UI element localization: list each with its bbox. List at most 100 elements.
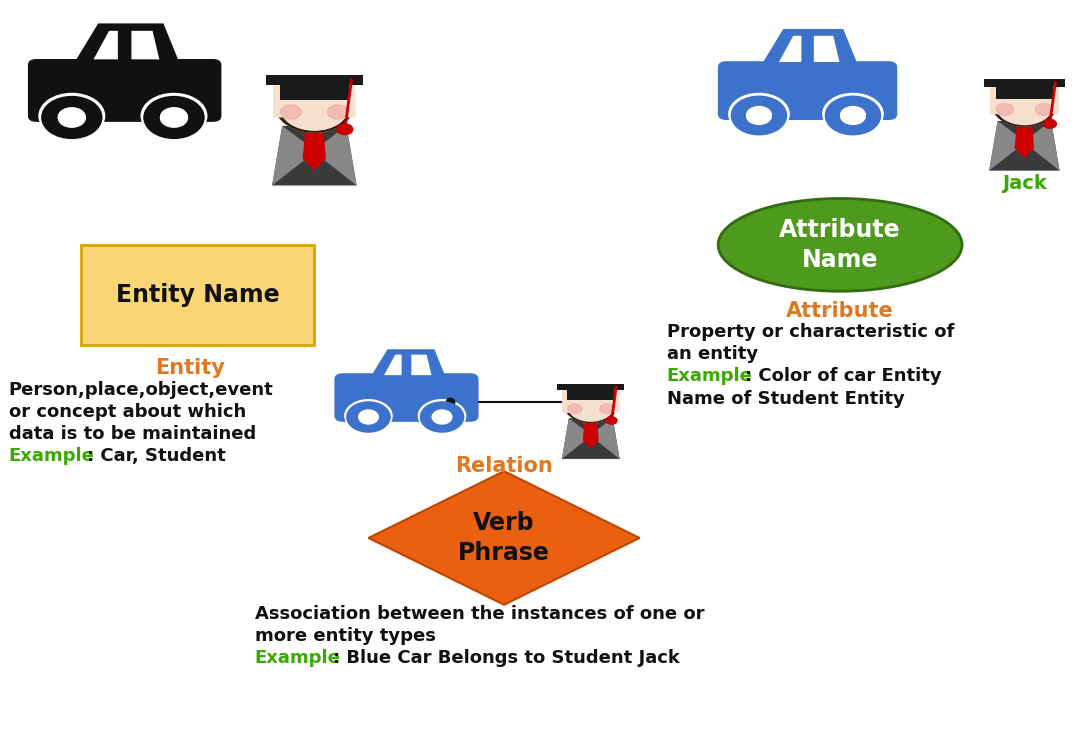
Circle shape <box>568 403 582 413</box>
Line: 2 pts: 2 pts <box>611 387 616 421</box>
Polygon shape <box>72 24 181 67</box>
Circle shape <box>823 93 883 135</box>
Text: Example: Example <box>9 447 94 465</box>
Circle shape <box>59 108 86 126</box>
Ellipse shape <box>718 198 963 291</box>
Point <box>1048 79 1061 88</box>
Polygon shape <box>272 126 357 186</box>
Circle shape <box>568 404 582 413</box>
Polygon shape <box>369 349 447 381</box>
Circle shape <box>564 386 618 422</box>
Circle shape <box>732 97 786 135</box>
FancyBboxPatch shape <box>567 390 615 400</box>
Circle shape <box>1035 103 1053 116</box>
Circle shape <box>347 402 390 431</box>
Text: Relation: Relation <box>455 456 553 476</box>
Circle shape <box>418 400 466 432</box>
FancyBboxPatch shape <box>984 79 1064 88</box>
Polygon shape <box>302 129 326 171</box>
FancyBboxPatch shape <box>996 88 1053 99</box>
Point <box>609 383 622 392</box>
FancyBboxPatch shape <box>718 62 898 120</box>
Circle shape <box>327 105 348 119</box>
Circle shape <box>992 82 1057 126</box>
Circle shape <box>337 124 352 134</box>
FancyBboxPatch shape <box>334 373 479 421</box>
Text: an entity: an entity <box>667 345 758 363</box>
FancyBboxPatch shape <box>266 76 363 85</box>
Circle shape <box>144 98 204 138</box>
Circle shape <box>144 96 204 137</box>
Circle shape <box>992 82 1057 126</box>
Circle shape <box>359 411 378 424</box>
Circle shape <box>275 79 353 132</box>
Circle shape <box>433 411 452 424</box>
FancyBboxPatch shape <box>562 390 620 413</box>
Line: 2 pts: 2 pts <box>1049 83 1055 124</box>
Point <box>345 76 358 85</box>
FancyBboxPatch shape <box>28 59 221 122</box>
Text: : Color of car Entity: : Color of car Entity <box>745 367 941 385</box>
Circle shape <box>747 107 772 123</box>
Polygon shape <box>93 31 118 59</box>
Circle shape <box>996 85 1053 125</box>
Circle shape <box>39 93 104 138</box>
Circle shape <box>1043 119 1056 128</box>
Circle shape <box>996 103 1014 116</box>
Circle shape <box>747 108 772 125</box>
Text: or concept about which: or concept about which <box>9 403 246 421</box>
Circle shape <box>567 389 615 421</box>
Polygon shape <box>1015 124 1034 158</box>
Circle shape <box>732 96 786 134</box>
Circle shape <box>281 105 301 119</box>
Circle shape <box>728 93 789 135</box>
Polygon shape <box>272 126 314 186</box>
Circle shape <box>345 400 392 432</box>
Circle shape <box>42 96 102 137</box>
Circle shape <box>599 403 614 413</box>
Circle shape <box>160 109 188 127</box>
Circle shape <box>433 410 452 423</box>
Circle shape <box>826 97 880 135</box>
Circle shape <box>281 104 301 118</box>
Text: Attribute
Name: Attribute Name <box>779 218 901 272</box>
Circle shape <box>826 96 880 134</box>
Circle shape <box>564 386 618 422</box>
Polygon shape <box>591 418 620 459</box>
Circle shape <box>993 80 1055 122</box>
Text: Example: Example <box>667 367 752 385</box>
Circle shape <box>1035 102 1053 114</box>
Circle shape <box>840 108 865 125</box>
Circle shape <box>421 402 464 431</box>
Text: Property or characteristic of: Property or characteristic of <box>667 323 954 341</box>
Circle shape <box>421 403 464 432</box>
Polygon shape <box>314 126 357 186</box>
Point <box>338 125 351 134</box>
Polygon shape <box>562 418 591 459</box>
Polygon shape <box>411 355 431 375</box>
Circle shape <box>327 104 348 118</box>
Line: 2 pts: 2 pts <box>345 80 351 129</box>
Circle shape <box>141 93 207 138</box>
Circle shape <box>347 403 390 432</box>
Text: Entity: Entity <box>155 358 224 378</box>
Text: Association between the instances of one or: Association between the instances of one… <box>255 605 705 623</box>
Text: Jack: Jack <box>1002 174 1047 194</box>
Polygon shape <box>989 121 1024 171</box>
Polygon shape <box>583 421 598 449</box>
Text: Entity Name: Entity Name <box>116 283 280 307</box>
Circle shape <box>599 404 614 413</box>
Circle shape <box>566 385 616 420</box>
Text: : Car, Student: : Car, Student <box>87 447 225 465</box>
Polygon shape <box>759 29 860 69</box>
Circle shape <box>359 410 378 423</box>
Circle shape <box>160 108 188 126</box>
Circle shape <box>42 98 102 138</box>
Polygon shape <box>131 31 159 59</box>
Circle shape <box>996 102 1014 114</box>
Circle shape <box>275 79 353 132</box>
Text: : Blue Car Belongs to Student Jack: : Blue Car Belongs to Student Jack <box>333 649 680 667</box>
Text: Verb
Phrase: Verb Phrase <box>459 511 550 565</box>
Polygon shape <box>562 418 620 459</box>
Text: more entity types: more entity types <box>255 627 436 645</box>
